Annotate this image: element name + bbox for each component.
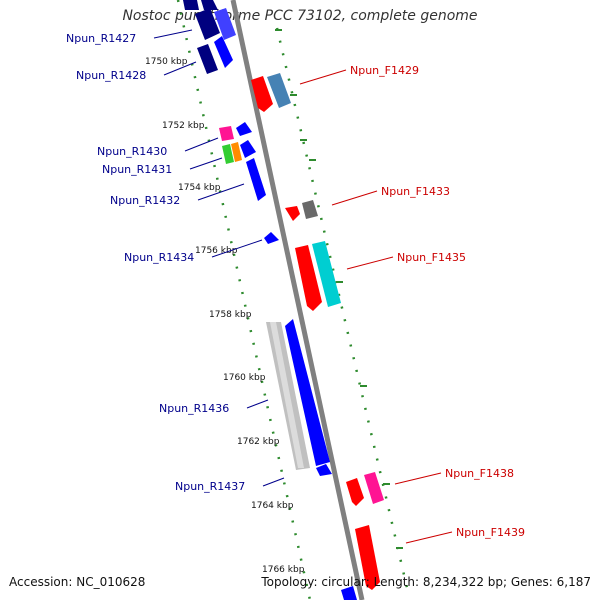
- leader-line-npun-f1435: [346, 256, 394, 270]
- tick-label-1752: 1752 kbp: [162, 121, 205, 131]
- leader-line-npun-f1433: [331, 190, 378, 206]
- gene-label-npun-r1431[interactable]: Npun_R1431: [102, 163, 172, 176]
- gene-label-npun-r1430[interactable]: Npun_R1430: [97, 145, 167, 158]
- tick-label-1754: 1754 kbp: [178, 183, 221, 193]
- track-dashes: [275, 29, 403, 549]
- gene-label-npun-r1437[interactable]: Npun_R1437: [175, 480, 245, 493]
- gene-label-npun-r1432[interactable]: Npun_R1432: [110, 194, 180, 207]
- topology-summary: Topology: circular; Length: 8,234,322 bp…: [261, 575, 591, 589]
- gene-label-npun-f1439[interactable]: Npun_F1439: [456, 526, 525, 539]
- genome-backbone: [230, 0, 365, 600]
- tick-label-1756: 1756 kbp: [195, 246, 238, 256]
- leader-line-npun-r1427: [153, 29, 193, 39]
- leader-line-npun-f1439: [405, 531, 453, 544]
- gene-npun-r1427[interactable]: [195, 8, 236, 40]
- gene-npun-r1437[interactable]: [285, 319, 332, 476]
- gene-top-partial: [183, 0, 218, 10]
- gene-npun-r1432[interactable]: [246, 158, 266, 201]
- leader-line-npun-r1437: [262, 477, 285, 487]
- gene-label-npun-r1428[interactable]: Npun_R1428: [76, 69, 146, 82]
- leader-line-npun-r1436: [246, 399, 269, 409]
- track-dots-outer-right: [275, 27, 410, 593]
- gene-npun-r1431[interactable]: [222, 140, 256, 164]
- tick-label-1760: 1760 kbp: [223, 373, 266, 383]
- gene-npun-f1429[interactable]: [251, 73, 291, 112]
- gene-bottom-partial: [341, 586, 357, 600]
- tick-label-1764: 1764 kbp: [251, 501, 294, 511]
- gene-label-npun-r1436[interactable]: Npun_R1436: [159, 402, 229, 415]
- leader-line-npun-r1431: [189, 157, 223, 170]
- gene-label-npun-f1435[interactable]: Npun_F1435: [397, 251, 466, 264]
- tick-label-1750: 1750 kbp: [145, 57, 188, 67]
- tick-label-1762: 1762 kbp: [237, 437, 280, 447]
- gene-npun-r1430[interactable]: [219, 122, 252, 141]
- gene-label-npun-r1427[interactable]: Npun_R1427: [66, 32, 136, 45]
- leader-line-npun-r1428: [163, 61, 197, 76]
- gene-npun-f1438[interactable]: [346, 472, 384, 506]
- gene-npun-r1434[interactable]: [264, 232, 279, 244]
- gene-npun-r1428[interactable]: [197, 36, 233, 74]
- gene-npun-r1436[interactable]: [266, 322, 310, 470]
- gene-npun-f1435[interactable]: [295, 241, 341, 311]
- leader-line-npun-f1429: [299, 69, 347, 85]
- leader-line-npun-r1430: [184, 137, 219, 152]
- leader-line-npun-r1432: [197, 183, 245, 201]
- tick-label-1758: 1758 kbp: [209, 310, 252, 320]
- gene-npun-f1433[interactable]: [285, 200, 318, 221]
- gene-label-npun-f1438[interactable]: Npun_F1438: [445, 467, 514, 480]
- leader-line-npun-f1438: [394, 472, 442, 485]
- accession-label: Accession: NC_010628: [9, 575, 146, 589]
- gene-label-npun-r1434[interactable]: Npun_R1434: [124, 251, 194, 264]
- leader-line-npun-r1434: [211, 239, 263, 258]
- gene-label-npun-f1429[interactable]: Npun_F1429: [350, 64, 419, 77]
- gene-label-npun-f1433[interactable]: Npun_F1433: [381, 185, 450, 198]
- tick-label-1766: 1766 kbp: [262, 565, 305, 575]
- gene-npun-f1439[interactable]: [355, 525, 380, 590]
